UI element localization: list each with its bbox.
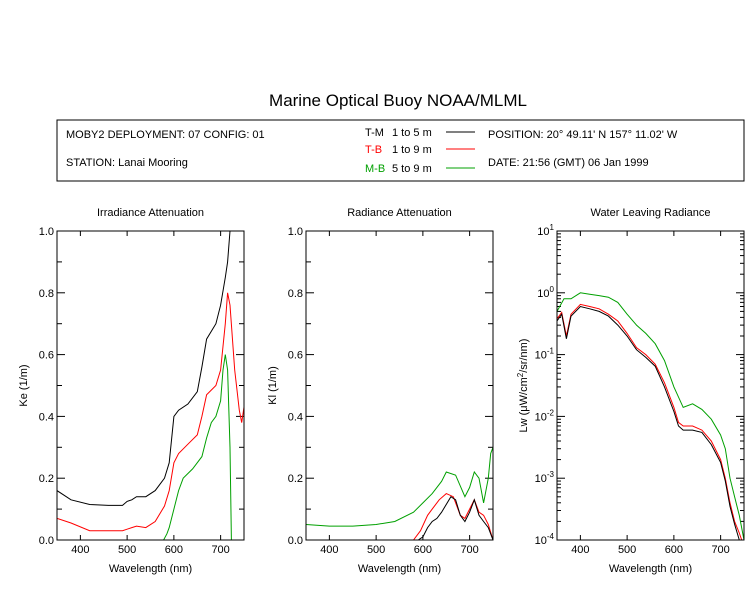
water-leaving-xtick-label: 600 [665,544,683,556]
water-leaving-ytick-label: 10-4 [535,532,555,547]
irradiance-xtick-label: 700 [211,544,229,556]
irradiance-ytick-label: 0.4 [39,411,54,423]
radiance-chart: Radiance Attenuation 400 500 600 700 0.0 0.2 0.… [267,207,494,575]
irradiance-ytick-label: 0.6 [39,350,54,362]
irradiance-series-m-b [163,354,232,540]
irradiance-title: Irradiance Attenuation [97,207,204,219]
water-leaving-series-t-m [557,305,740,540]
irradiance-plot-frame [56,230,245,541]
irradiance-ylabel: Ke (1/m) [18,364,30,406]
date-text: DATE: 21:56 (GMT) 06 Jan 1999 [488,157,649,169]
radiance-ytick-label: 0.6 [288,350,303,362]
water-leaving-plot-frame [556,230,745,541]
water-leaving-ytick-label: 10-2 [535,408,555,423]
deployment-text: MOBY2 DEPLOYMENT: 07 CONFIG: 01 [66,129,265,141]
irradiance-xtick-label: 400 [71,544,89,556]
radiance-ytick-label: 1.0 [288,226,303,238]
irradiance-ytick-label: 0.2 [39,473,54,485]
water-leaving-ytick-label: 100 [537,285,554,300]
water-leaving-ylabel: Lw (μW/cm2/sr/nm) [516,339,530,433]
water-leaving-xlabel: Wavelength (nm) [609,563,692,575]
radiance-series-m-b [306,447,493,527]
water-leaving-xtick-label: 500 [618,544,636,556]
irradiance-ytick-label: 0.8 [39,288,54,300]
radiance-xtick-label: 700 [460,544,478,556]
legend-range-tm: 1 to 5 m [392,127,432,139]
station-text: STATION: Lanai Mooring [66,157,188,169]
irradiance-chart: Irradiance Attenuation 400 500 600 700 0.0 0.2… [18,207,245,575]
water-leaving-chart: Water Leaving Radiance 400 500 600 700 10-4 10… [516,207,745,575]
water-leaving-ytick-label: 101 [537,223,554,238]
irradiance-series-t-m [57,231,231,506]
irradiance-xlabel: Wavelength (nm) [109,563,192,575]
legend-range-tb: 1 to 9 m [392,144,432,156]
water-leaving-ytick-label: 10-1 [535,347,555,362]
water-leaving-series-t-b [557,303,743,540]
info-box: MOBY2 DEPLOYMENT: 07 CONFIG: 01 STATION:… [56,119,745,182]
radiance-xtick-label: 400 [320,544,338,556]
radiance-ytick-label: 0.0 [288,535,303,547]
position-text: POSITION: 20° 49.11' N 157° 11.02' W [488,129,678,141]
radiance-xtick-label: 500 [367,544,385,556]
legend-code-mb: M-B [365,163,385,175]
water-leaving-series-m-b [557,292,744,540]
page-title: Marine Optical Buoy NOAA/MLML [269,91,527,110]
radiance-series-t-m [417,495,493,540]
irradiance-series-t-b [57,292,244,532]
legend-code-tb: T-B [365,144,382,156]
radiance-plot-frame [305,230,494,541]
water-leaving-title: Water Leaving Radiance [590,207,710,219]
irradiance-ytick-label: 0.0 [39,535,54,547]
irradiance-xtick-label: 600 [165,544,183,556]
radiance-title: Radiance Attenuation [347,207,452,219]
irradiance-ytick-label: 1.0 [39,226,54,238]
radiance-ytick-label: 0.2 [288,473,303,485]
radiance-ytick-label: 0.8 [288,288,303,300]
water-leaving-ytick-label: 10-3 [535,470,555,485]
legend-range-mb: 5 to 9 m [392,163,432,175]
legend-code-tm: T-M [365,127,384,139]
radiance-ylabel: Kl (1/m) [267,366,279,405]
irradiance-xtick-label: 500 [118,544,136,556]
water-leaving-xtick-label: 700 [711,544,729,556]
legend: T-M 1 to 5 m T-B 1 to 9 m M-B 5 to 9 m [365,127,475,175]
radiance-xlabel: Wavelength (nm) [358,563,441,575]
radiance-ytick-label: 0.4 [288,411,303,423]
radiance-xtick-label: 600 [414,544,432,556]
water-leaving-xtick-label: 400 [571,544,589,556]
